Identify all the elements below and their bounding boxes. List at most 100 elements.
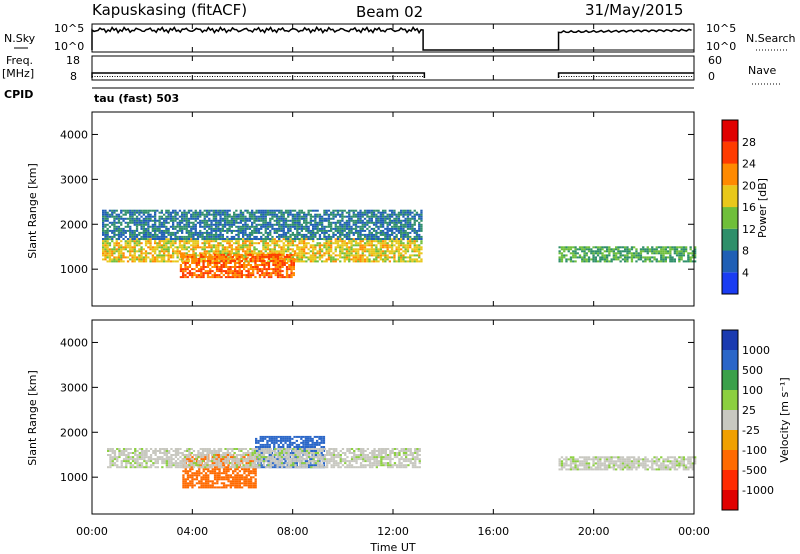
power-cell-1 (418, 217, 421, 220)
power-cell-1 (120, 227, 123, 230)
power-cell-3 (578, 248, 582, 251)
power-cell-1 (111, 211, 114, 214)
power-cell-1 (210, 209, 213, 212)
power-cell-1 (303, 217, 306, 220)
velocity-cell-2 (233, 466, 236, 469)
power-cell-3 (689, 252, 692, 255)
power-cell-0 (325, 248, 328, 251)
velocity-cell-2 (170, 464, 173, 467)
power-cell-1 (138, 217, 141, 220)
power-cell-1 (327, 219, 331, 222)
velocity-cell-0 (207, 484, 210, 487)
power-cell-0 (321, 250, 324, 253)
power-cell-1 (113, 231, 116, 234)
power-cell-1 (298, 233, 301, 236)
power-cell-1 (226, 235, 229, 238)
power-cell-1 (287, 229, 290, 232)
power-cell-3 (687, 260, 690, 263)
cpid-value: tau (fast) 503 (94, 92, 179, 105)
power-cell-1 (214, 209, 218, 212)
power-cell-1 (296, 229, 299, 232)
velocity-cell-2 (206, 448, 209, 450)
power-cell-1 (278, 209, 281, 212)
power-cell-2 (240, 253, 243, 256)
power-cell-1 (149, 235, 152, 238)
power-cell-2 (222, 264, 225, 266)
power-cell-2 (279, 268, 282, 271)
power-cell-0 (296, 248, 299, 251)
velocity-cell-0 (245, 482, 248, 485)
power-cell-1 (214, 217, 218, 220)
velocity-cell-0 (254, 470, 257, 473)
power-cell-1 (122, 229, 125, 232)
power-cell-1 (106, 235, 109, 238)
velocity-cell-2 (249, 464, 252, 467)
velocity-cell-1 (295, 439, 298, 442)
velocity-cell-2 (168, 466, 171, 469)
power-cell-0 (113, 252, 116, 255)
power-cell-1 (154, 211, 157, 214)
power-cell-1 (382, 213, 385, 216)
power-cell-1 (210, 213, 213, 216)
power-cell-2 (238, 272, 241, 275)
power-cell-3 (673, 248, 676, 251)
power-cell-0 (377, 248, 380, 251)
power-cell-3 (630, 246, 634, 249)
power-cell-2 (215, 270, 219, 273)
power-cell-0 (312, 250, 315, 253)
power-cell-1 (255, 231, 258, 234)
power-cell-0 (330, 250, 333, 253)
velocity-cell-1 (313, 464, 316, 467)
power-cell-0 (201, 246, 204, 249)
power-cell-2 (265, 274, 268, 277)
power-cell-1 (165, 235, 168, 238)
power-cell-1 (280, 223, 283, 226)
power-cell-1 (345, 219, 349, 222)
velocity-cell-1 (261, 439, 265, 442)
power-cell-0 (309, 256, 312, 259)
velocity-cell-2 (197, 456, 200, 459)
power-cell-0 (214, 248, 218, 251)
power-cell-1 (226, 231, 229, 234)
power-cell-1 (284, 219, 288, 222)
power-cell-1 (120, 231, 123, 234)
velocity-cell-0 (227, 484, 230, 487)
power-cell-1 (404, 233, 407, 236)
power-cell-1 (282, 235, 285, 238)
power-cell-0 (325, 252, 328, 255)
velocity-cell-0 (200, 486, 203, 489)
power-cell-1 (190, 209, 193, 212)
power-cell-1 (280, 225, 283, 228)
power-cell-1 (242, 227, 245, 230)
power-cell-0 (370, 248, 373, 251)
velocity-cell-1 (320, 439, 323, 442)
power-cell-1 (357, 219, 360, 222)
power-cell-1 (341, 231, 344, 234)
power-cell-1 (131, 219, 134, 222)
velocity-cell-1 (270, 435, 274, 438)
power-cell-0 (282, 254, 285, 257)
power-cell-0 (404, 252, 407, 255)
power-cell-1 (257, 238, 261, 240)
power-cell-1 (314, 215, 317, 218)
power-cell-0 (296, 260, 299, 263)
power-cell-1 (359, 231, 362, 234)
power-cell-0 (303, 256, 306, 259)
power-cell-0 (370, 250, 373, 253)
power-cell-0 (120, 258, 123, 261)
power-cell-1 (415, 235, 419, 238)
power-cell-1 (370, 213, 373, 216)
power-cell-1 (113, 233, 116, 236)
power-cell-1 (336, 231, 340, 234)
power-cell-2 (193, 262, 196, 264)
power-cell-0 (271, 240, 274, 243)
power-cell-0 (341, 244, 344, 247)
power-cell-1 (375, 215, 378, 218)
power-cell-1 (223, 229, 227, 232)
power-cell-0 (135, 240, 139, 243)
power-cell-1 (221, 233, 224, 236)
power-cell-0 (298, 240, 301, 243)
power-cell-1 (111, 213, 114, 216)
power-cell-3 (596, 254, 600, 257)
power-cell-1 (190, 227, 193, 230)
